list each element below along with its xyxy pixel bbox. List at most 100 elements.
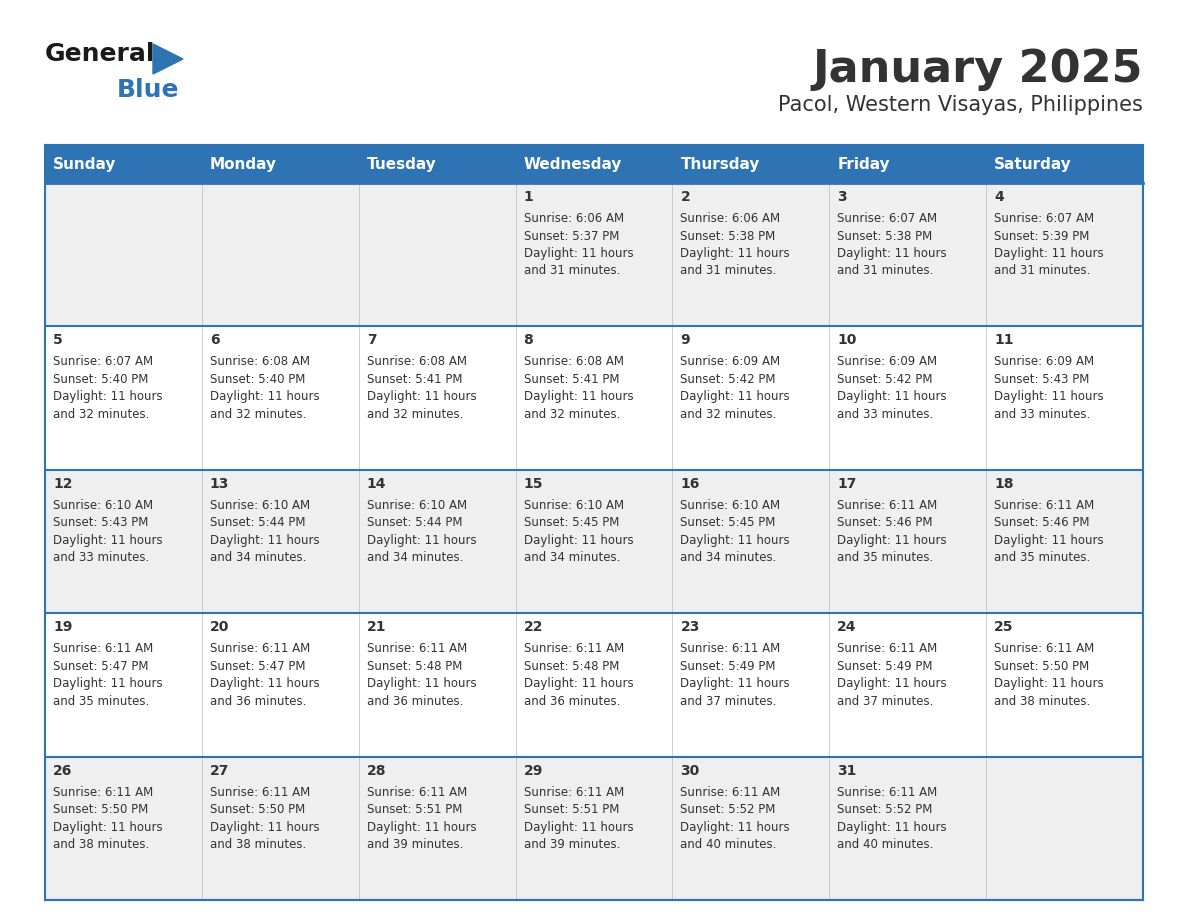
- Text: 24: 24: [838, 621, 857, 634]
- Text: Sunrise: 6:09 AM: Sunrise: 6:09 AM: [994, 355, 1094, 368]
- Text: Daylight: 11 hours: Daylight: 11 hours: [838, 821, 947, 834]
- Text: Sunrise: 6:07 AM: Sunrise: 6:07 AM: [994, 212, 1094, 225]
- Text: 13: 13: [210, 476, 229, 491]
- Text: Sunrise: 6:11 AM: Sunrise: 6:11 AM: [838, 498, 937, 512]
- Text: Daylight: 11 hours: Daylight: 11 hours: [524, 247, 633, 260]
- Text: Sunset: 5:48 PM: Sunset: 5:48 PM: [524, 660, 619, 673]
- Text: and 31 minutes.: and 31 minutes.: [838, 264, 934, 277]
- Text: Sunset: 5:41 PM: Sunset: 5:41 PM: [367, 373, 462, 386]
- Text: and 35 minutes.: and 35 minutes.: [53, 695, 150, 708]
- Text: 17: 17: [838, 476, 857, 491]
- Text: Daylight: 11 hours: Daylight: 11 hours: [367, 677, 476, 690]
- Text: Daylight: 11 hours: Daylight: 11 hours: [367, 821, 476, 834]
- Text: Daylight: 11 hours: Daylight: 11 hours: [367, 390, 476, 403]
- Text: Sunset: 5:47 PM: Sunset: 5:47 PM: [53, 660, 148, 673]
- Text: and 37 minutes.: and 37 minutes.: [838, 695, 934, 708]
- Bar: [45, 327, 1143, 470]
- Text: Sunset: 5:44 PM: Sunset: 5:44 PM: [367, 516, 462, 530]
- Text: Daylight: 11 hours: Daylight: 11 hours: [838, 390, 947, 403]
- Text: and 40 minutes.: and 40 minutes.: [681, 838, 777, 851]
- Text: Sunset: 5:42 PM: Sunset: 5:42 PM: [838, 373, 933, 386]
- Text: 3: 3: [838, 190, 847, 204]
- Text: Sunrise: 6:06 AM: Sunrise: 6:06 AM: [524, 212, 624, 225]
- Text: Sunrise: 6:07 AM: Sunrise: 6:07 AM: [53, 355, 153, 368]
- Text: Blue: Blue: [116, 78, 179, 102]
- Text: Sunset: 5:52 PM: Sunset: 5:52 PM: [838, 803, 933, 816]
- Text: Sunset: 5:52 PM: Sunset: 5:52 PM: [681, 803, 776, 816]
- Text: Sunset: 5:38 PM: Sunset: 5:38 PM: [681, 230, 776, 242]
- Text: and 32 minutes.: and 32 minutes.: [367, 408, 463, 420]
- Text: Sunset: 5:39 PM: Sunset: 5:39 PM: [994, 230, 1089, 242]
- Text: 20: 20: [210, 621, 229, 634]
- Text: Sunrise: 6:11 AM: Sunrise: 6:11 AM: [367, 786, 467, 799]
- Text: Sunset: 5:42 PM: Sunset: 5:42 PM: [681, 373, 776, 386]
- Text: 21: 21: [367, 621, 386, 634]
- Text: and 34 minutes.: and 34 minutes.: [210, 552, 307, 565]
- Text: and 39 minutes.: and 39 minutes.: [524, 838, 620, 851]
- Text: and 32 minutes.: and 32 minutes.: [524, 408, 620, 420]
- Text: Daylight: 11 hours: Daylight: 11 hours: [994, 677, 1104, 690]
- Polygon shape: [153, 44, 183, 74]
- Text: Sunset: 5:49 PM: Sunset: 5:49 PM: [838, 660, 933, 673]
- Text: 12: 12: [53, 476, 72, 491]
- Text: Sunrise: 6:10 AM: Sunrise: 6:10 AM: [53, 498, 153, 512]
- Text: 11: 11: [994, 333, 1013, 347]
- Text: Sunset: 5:49 PM: Sunset: 5:49 PM: [681, 660, 776, 673]
- Text: Sunset: 5:46 PM: Sunset: 5:46 PM: [838, 516, 933, 530]
- Text: Wednesday: Wednesday: [524, 156, 623, 172]
- Text: and 36 minutes.: and 36 minutes.: [210, 695, 307, 708]
- Text: 25: 25: [994, 621, 1013, 634]
- Text: Daylight: 11 hours: Daylight: 11 hours: [524, 533, 633, 547]
- Text: and 39 minutes.: and 39 minutes.: [367, 838, 463, 851]
- Text: Sunrise: 6:11 AM: Sunrise: 6:11 AM: [53, 786, 153, 799]
- Text: Sunset: 5:45 PM: Sunset: 5:45 PM: [524, 516, 619, 530]
- Text: Daylight: 11 hours: Daylight: 11 hours: [838, 533, 947, 547]
- Text: Daylight: 11 hours: Daylight: 11 hours: [524, 677, 633, 690]
- Text: Daylight: 11 hours: Daylight: 11 hours: [681, 533, 790, 547]
- Text: Daylight: 11 hours: Daylight: 11 hours: [53, 533, 163, 547]
- Text: and 34 minutes.: and 34 minutes.: [524, 552, 620, 565]
- Text: Sunset: 5:51 PM: Sunset: 5:51 PM: [524, 803, 619, 816]
- Text: Daylight: 11 hours: Daylight: 11 hours: [994, 247, 1104, 260]
- Text: Sunrise: 6:10 AM: Sunrise: 6:10 AM: [367, 498, 467, 512]
- Text: 8: 8: [524, 333, 533, 347]
- Text: Sunset: 5:38 PM: Sunset: 5:38 PM: [838, 230, 933, 242]
- Text: Sunrise: 6:08 AM: Sunrise: 6:08 AM: [210, 355, 310, 368]
- Text: Sunrise: 6:11 AM: Sunrise: 6:11 AM: [838, 643, 937, 655]
- Text: Daylight: 11 hours: Daylight: 11 hours: [994, 533, 1104, 547]
- Text: Sunset: 5:50 PM: Sunset: 5:50 PM: [53, 803, 148, 816]
- Text: Sunrise: 6:11 AM: Sunrise: 6:11 AM: [524, 643, 624, 655]
- Text: Daylight: 11 hours: Daylight: 11 hours: [681, 247, 790, 260]
- Text: Sunset: 5:40 PM: Sunset: 5:40 PM: [53, 373, 148, 386]
- Text: Sunset: 5:45 PM: Sunset: 5:45 PM: [681, 516, 776, 530]
- Text: Sunset: 5:41 PM: Sunset: 5:41 PM: [524, 373, 619, 386]
- Text: 4: 4: [994, 190, 1004, 204]
- Text: and 38 minutes.: and 38 minutes.: [53, 838, 150, 851]
- Bar: [45, 470, 1143, 613]
- Text: 26: 26: [53, 764, 72, 778]
- Text: and 32 minutes.: and 32 minutes.: [210, 408, 307, 420]
- Text: Sunrise: 6:11 AM: Sunrise: 6:11 AM: [994, 643, 1094, 655]
- Text: Sunrise: 6:09 AM: Sunrise: 6:09 AM: [838, 355, 937, 368]
- Text: Daylight: 11 hours: Daylight: 11 hours: [524, 821, 633, 834]
- Text: Sunset: 5:37 PM: Sunset: 5:37 PM: [524, 230, 619, 242]
- Text: Sunset: 5:46 PM: Sunset: 5:46 PM: [994, 516, 1089, 530]
- Text: and 35 minutes.: and 35 minutes.: [994, 552, 1091, 565]
- Text: Sunrise: 6:09 AM: Sunrise: 6:09 AM: [681, 355, 781, 368]
- Text: Daylight: 11 hours: Daylight: 11 hours: [210, 533, 320, 547]
- Text: Sunrise: 6:11 AM: Sunrise: 6:11 AM: [681, 786, 781, 799]
- Text: and 32 minutes.: and 32 minutes.: [681, 408, 777, 420]
- Text: Sunset: 5:43 PM: Sunset: 5:43 PM: [53, 516, 148, 530]
- Text: Daylight: 11 hours: Daylight: 11 hours: [994, 390, 1104, 403]
- Text: Sunrise: 6:11 AM: Sunrise: 6:11 AM: [681, 643, 781, 655]
- Text: 27: 27: [210, 764, 229, 778]
- Text: Daylight: 11 hours: Daylight: 11 hours: [53, 821, 163, 834]
- Text: Sunset: 5:47 PM: Sunset: 5:47 PM: [210, 660, 305, 673]
- Text: and 31 minutes.: and 31 minutes.: [994, 264, 1091, 277]
- Text: Sunrise: 6:10 AM: Sunrise: 6:10 AM: [681, 498, 781, 512]
- Text: 29: 29: [524, 764, 543, 778]
- Text: and 32 minutes.: and 32 minutes.: [53, 408, 150, 420]
- Text: 23: 23: [681, 621, 700, 634]
- Text: and 40 minutes.: and 40 minutes.: [838, 838, 934, 851]
- Text: 16: 16: [681, 476, 700, 491]
